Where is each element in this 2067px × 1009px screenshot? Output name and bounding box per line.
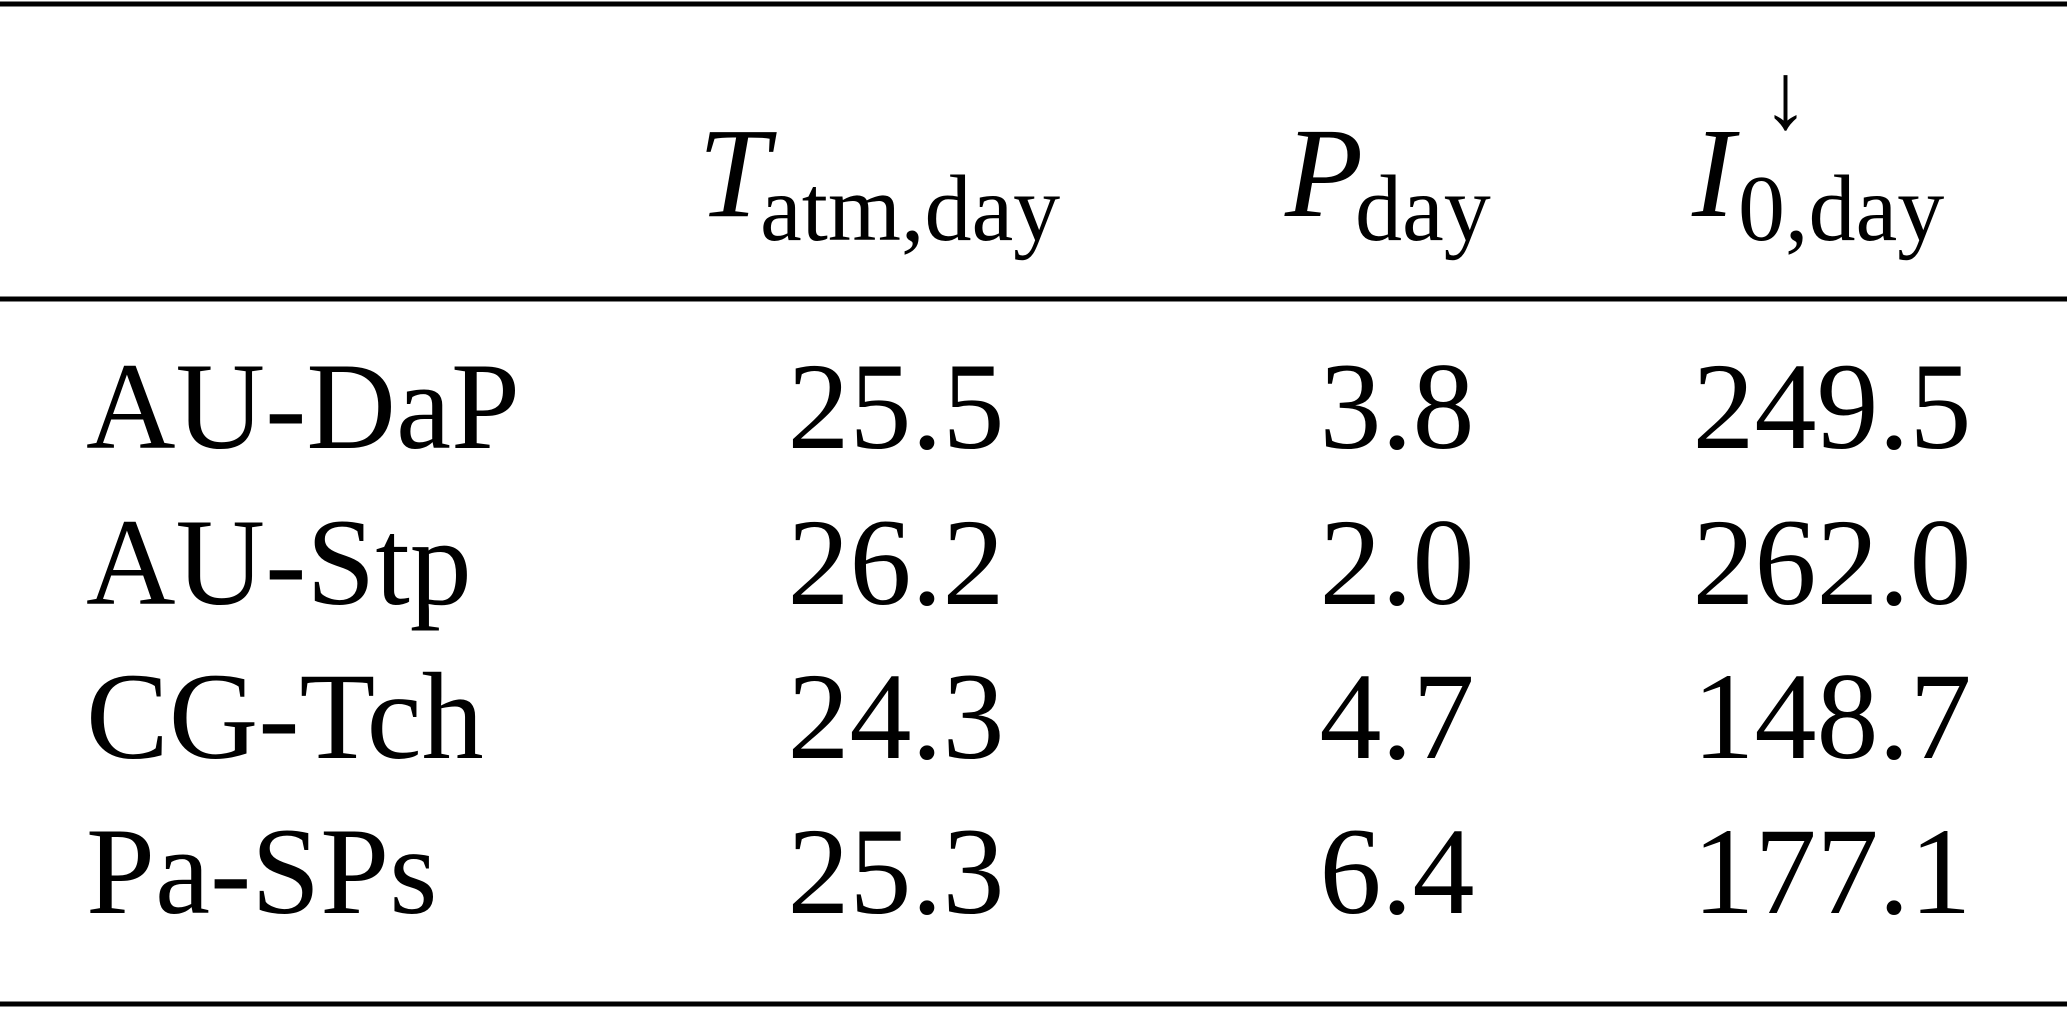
header-symbol: T — [698, 102, 777, 244]
cell-value: 26.2 — [788, 494, 1005, 631]
cell-value: 6.4 — [1320, 803, 1475, 940]
row-label: AU-Stp — [86, 494, 472, 631]
cell-value: 148.7 — [1693, 648, 1972, 785]
cell-value: 4.7 — [1320, 648, 1475, 785]
cell-value: 249.5 — [1693, 338, 1972, 475]
cell-value: 262.0 — [1693, 494, 1972, 631]
cell-value: 2.0 — [1320, 494, 1475, 631]
row-label: Pa-SPs — [86, 803, 437, 940]
header-subscript: 0,day — [1738, 157, 1944, 261]
header-subscript: atm,day — [760, 157, 1060, 261]
cell-value: 177.1 — [1693, 803, 1972, 940]
cell-value: 25.5 — [788, 338, 1005, 475]
row-label: AU-DaP — [86, 338, 520, 475]
cell-value: 3.8 — [1320, 338, 1475, 475]
cell-value: 24.3 — [788, 648, 1005, 785]
cell-value: 25.3 — [788, 803, 1005, 940]
row-label: CG-Tch — [86, 648, 484, 785]
header-symbol: I — [1691, 102, 1740, 244]
header-subscript: day — [1355, 157, 1491, 261]
header-symbol: P — [1284, 102, 1363, 244]
header-superscript: ↓ — [1762, 45, 1809, 149]
